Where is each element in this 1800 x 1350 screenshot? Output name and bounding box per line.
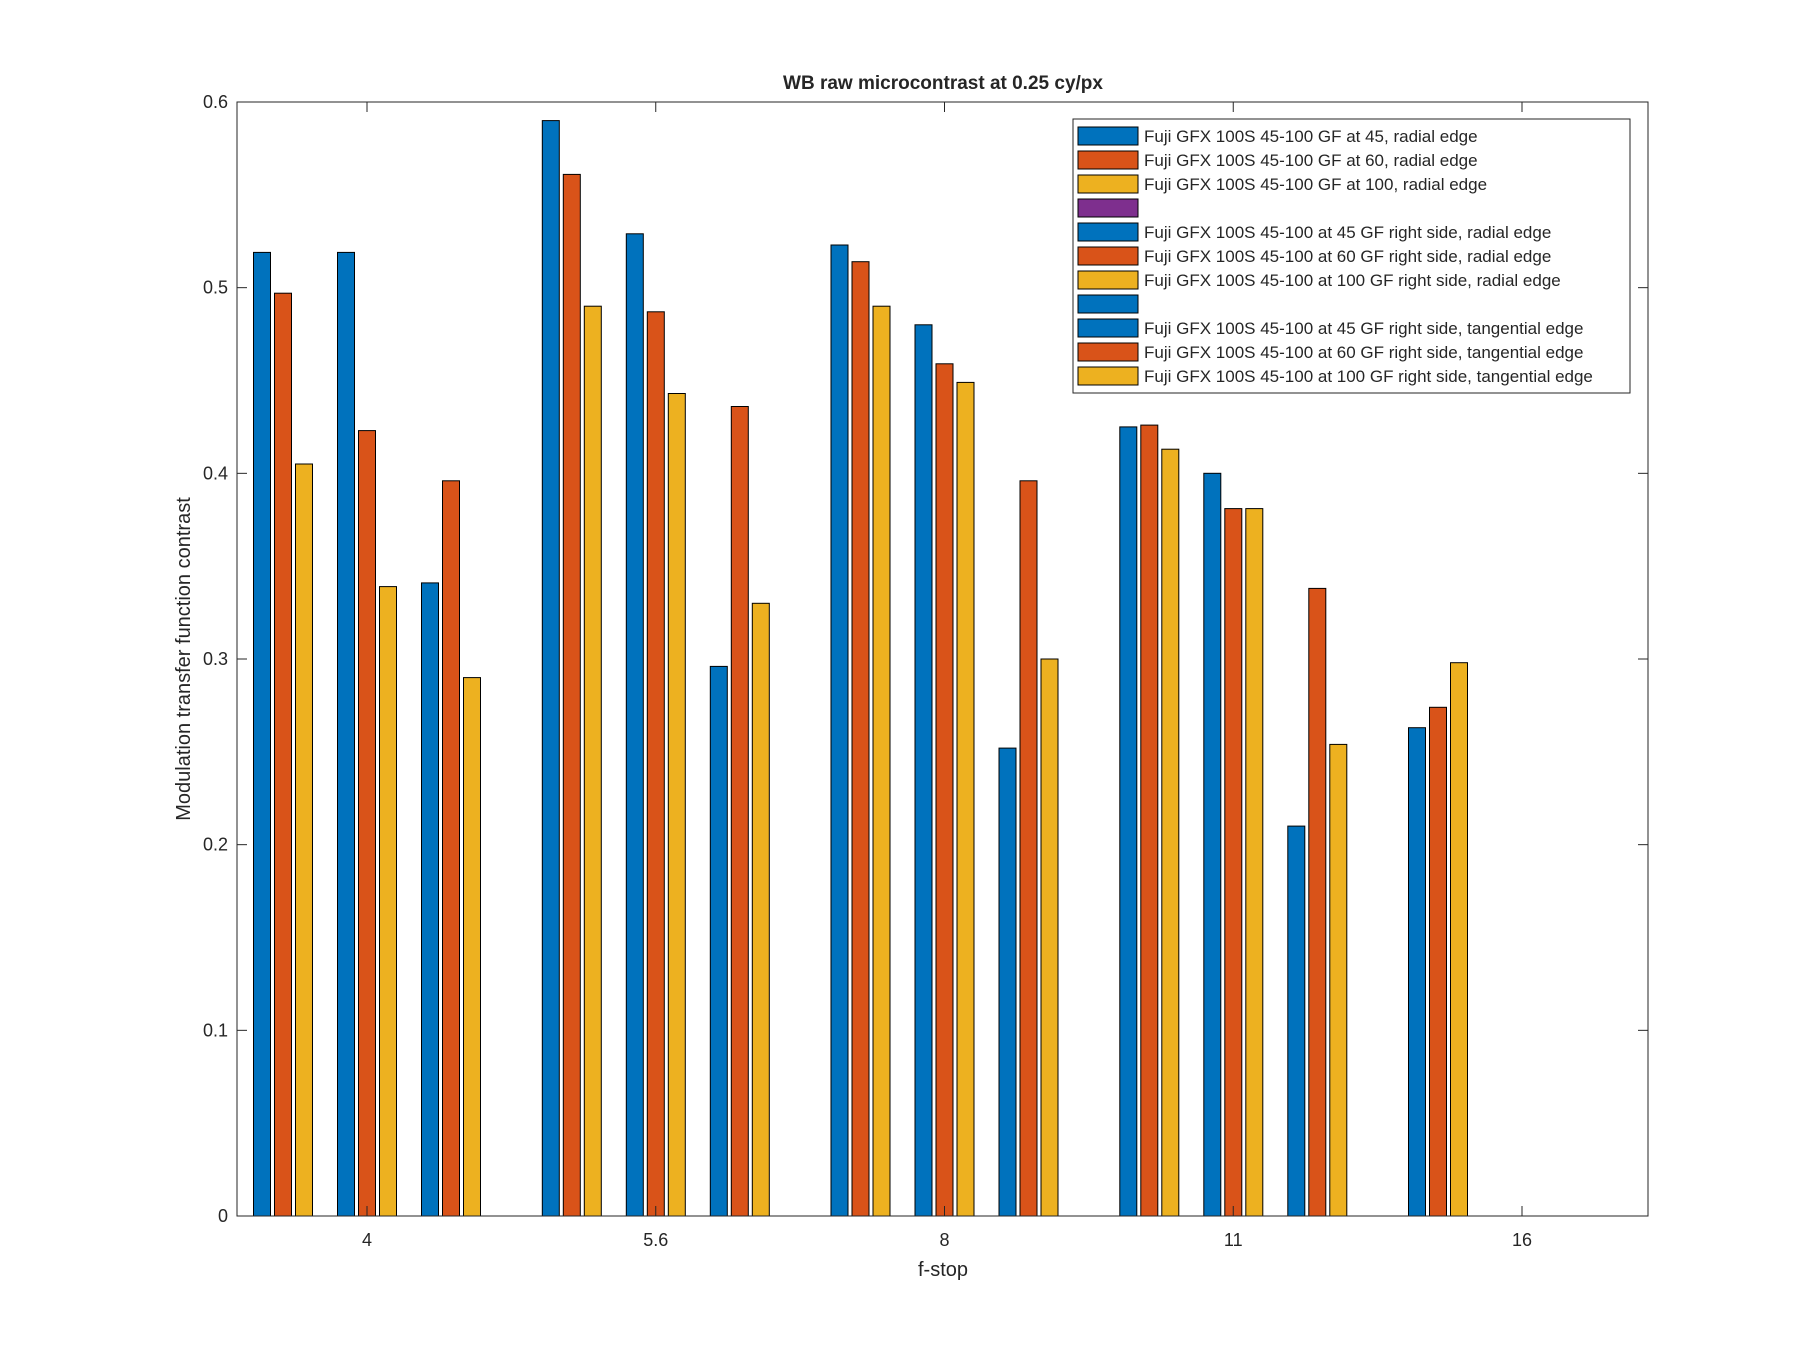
y-tick-label: 0.5 <box>203 278 228 298</box>
legend-swatch <box>1077 150 1139 170</box>
legend-swatch <box>1077 270 1139 290</box>
legend-swatch <box>1077 126 1139 146</box>
x-axis-label: f-stop <box>918 1259 968 1281</box>
bar <box>1019 480 1038 1217</box>
bar <box>914 324 933 1217</box>
bar <box>646 311 665 1217</box>
legend-swatch <box>1077 222 1139 242</box>
y-tick-label: 0.4 <box>203 463 228 483</box>
legend-label: Fuji GFX 100S 45-100 at 45 GF right side… <box>1144 223 1551 242</box>
bar <box>709 665 728 1217</box>
bar <box>751 602 770 1217</box>
bar <box>379 586 397 1217</box>
x-tick-label: 11 <box>1224 1230 1243 1250</box>
legend-label: Fuji GFX 100S 45-100 at 60 GF right side… <box>1144 247 1551 266</box>
legend-swatch <box>1077 366 1139 386</box>
legend-label: Fuji GFX 100S 45-100 at 100 GF right sid… <box>1144 271 1561 290</box>
bar <box>730 406 749 1217</box>
y-axis-label: Modulation transfer function contrast <box>173 497 195 821</box>
legend-box <box>1072 118 1631 394</box>
bar <box>274 292 292 1217</box>
bar <box>935 363 954 1217</box>
legend-swatch <box>1077 318 1139 338</box>
legend-swatch <box>1077 246 1139 266</box>
legend-label: Fuji GFX 100S 45-100 GF at 100, radial e… <box>1144 175 1487 194</box>
legend: Fuji GFX 100S 45-100 GF at 45, radial ed… <box>1072 118 1631 394</box>
legend-label: Fuji GFX 100S 45-100 GF at 60, radial ed… <box>1144 151 1478 170</box>
legend-swatch <box>1077 342 1139 362</box>
x-tick-label: 16 <box>1512 1230 1532 1250</box>
bar <box>442 480 460 1217</box>
legend-label: Fuji GFX 100S 45-100 GF at 45, radial ed… <box>1144 127 1478 146</box>
bar <box>421 582 439 1217</box>
bar <box>1308 587 1327 1217</box>
x-tick-label: 4 <box>362 1230 372 1250</box>
bar <box>1224 508 1243 1217</box>
y-tick-label: 0.2 <box>203 835 228 855</box>
x-tick-label: 5.6 <box>643 1230 668 1250</box>
bar <box>295 463 313 1217</box>
chart-title: WB raw microcontrast at 0.25 cy/px <box>783 73 1103 94</box>
bar <box>625 233 644 1217</box>
bar <box>1245 508 1264 1217</box>
bar <box>1040 658 1059 1217</box>
bar <box>1287 825 1306 1217</box>
bars-layer <box>253 120 1468 1217</box>
y-tick-label: 0 <box>218 1206 228 1226</box>
bar <box>1140 424 1159 1217</box>
bar <box>358 430 376 1217</box>
bar <box>1408 727 1426 1217</box>
bar <box>541 120 560 1217</box>
bar <box>998 747 1017 1217</box>
bar <box>667 393 686 1217</box>
bar <box>1429 706 1447 1217</box>
axis-ticks: 0 0.1 0.2 0.3 0.4 0.5 0.6 4 5.6 8 11 16 <box>203 92 1648 1250</box>
bar <box>583 305 602 1217</box>
legend-label: Fuji GFX 100S 45-100 at 45 GF right side… <box>1144 319 1583 338</box>
legend-swatch <box>1077 294 1139 314</box>
legend-label: Fuji GFX 100S 45-100 at 100 GF right sid… <box>1144 367 1593 386</box>
y-tick-label: 0.1 <box>203 1020 228 1040</box>
bar <box>562 173 581 1217</box>
legend-swatch <box>1077 198 1139 218</box>
bar <box>956 381 975 1217</box>
bar <box>830 244 849 1217</box>
bar <box>872 305 891 1217</box>
bar <box>1161 448 1180 1217</box>
y-tick-label: 0.6 <box>203 92 228 112</box>
bar <box>851 261 870 1217</box>
bar <box>463 677 481 1217</box>
bar <box>1450 662 1468 1217</box>
bar <box>337 251 355 1217</box>
x-tick-label: 8 <box>939 1230 949 1250</box>
legend-label: Fuji GFX 100S 45-100 at 60 GF right side… <box>1144 343 1583 362</box>
bar <box>253 251 271 1217</box>
bar <box>1329 743 1348 1217</box>
bar <box>1119 426 1138 1217</box>
legend-swatch <box>1077 174 1139 194</box>
y-tick-label: 0.3 <box>203 649 228 669</box>
bar <box>1203 472 1222 1217</box>
